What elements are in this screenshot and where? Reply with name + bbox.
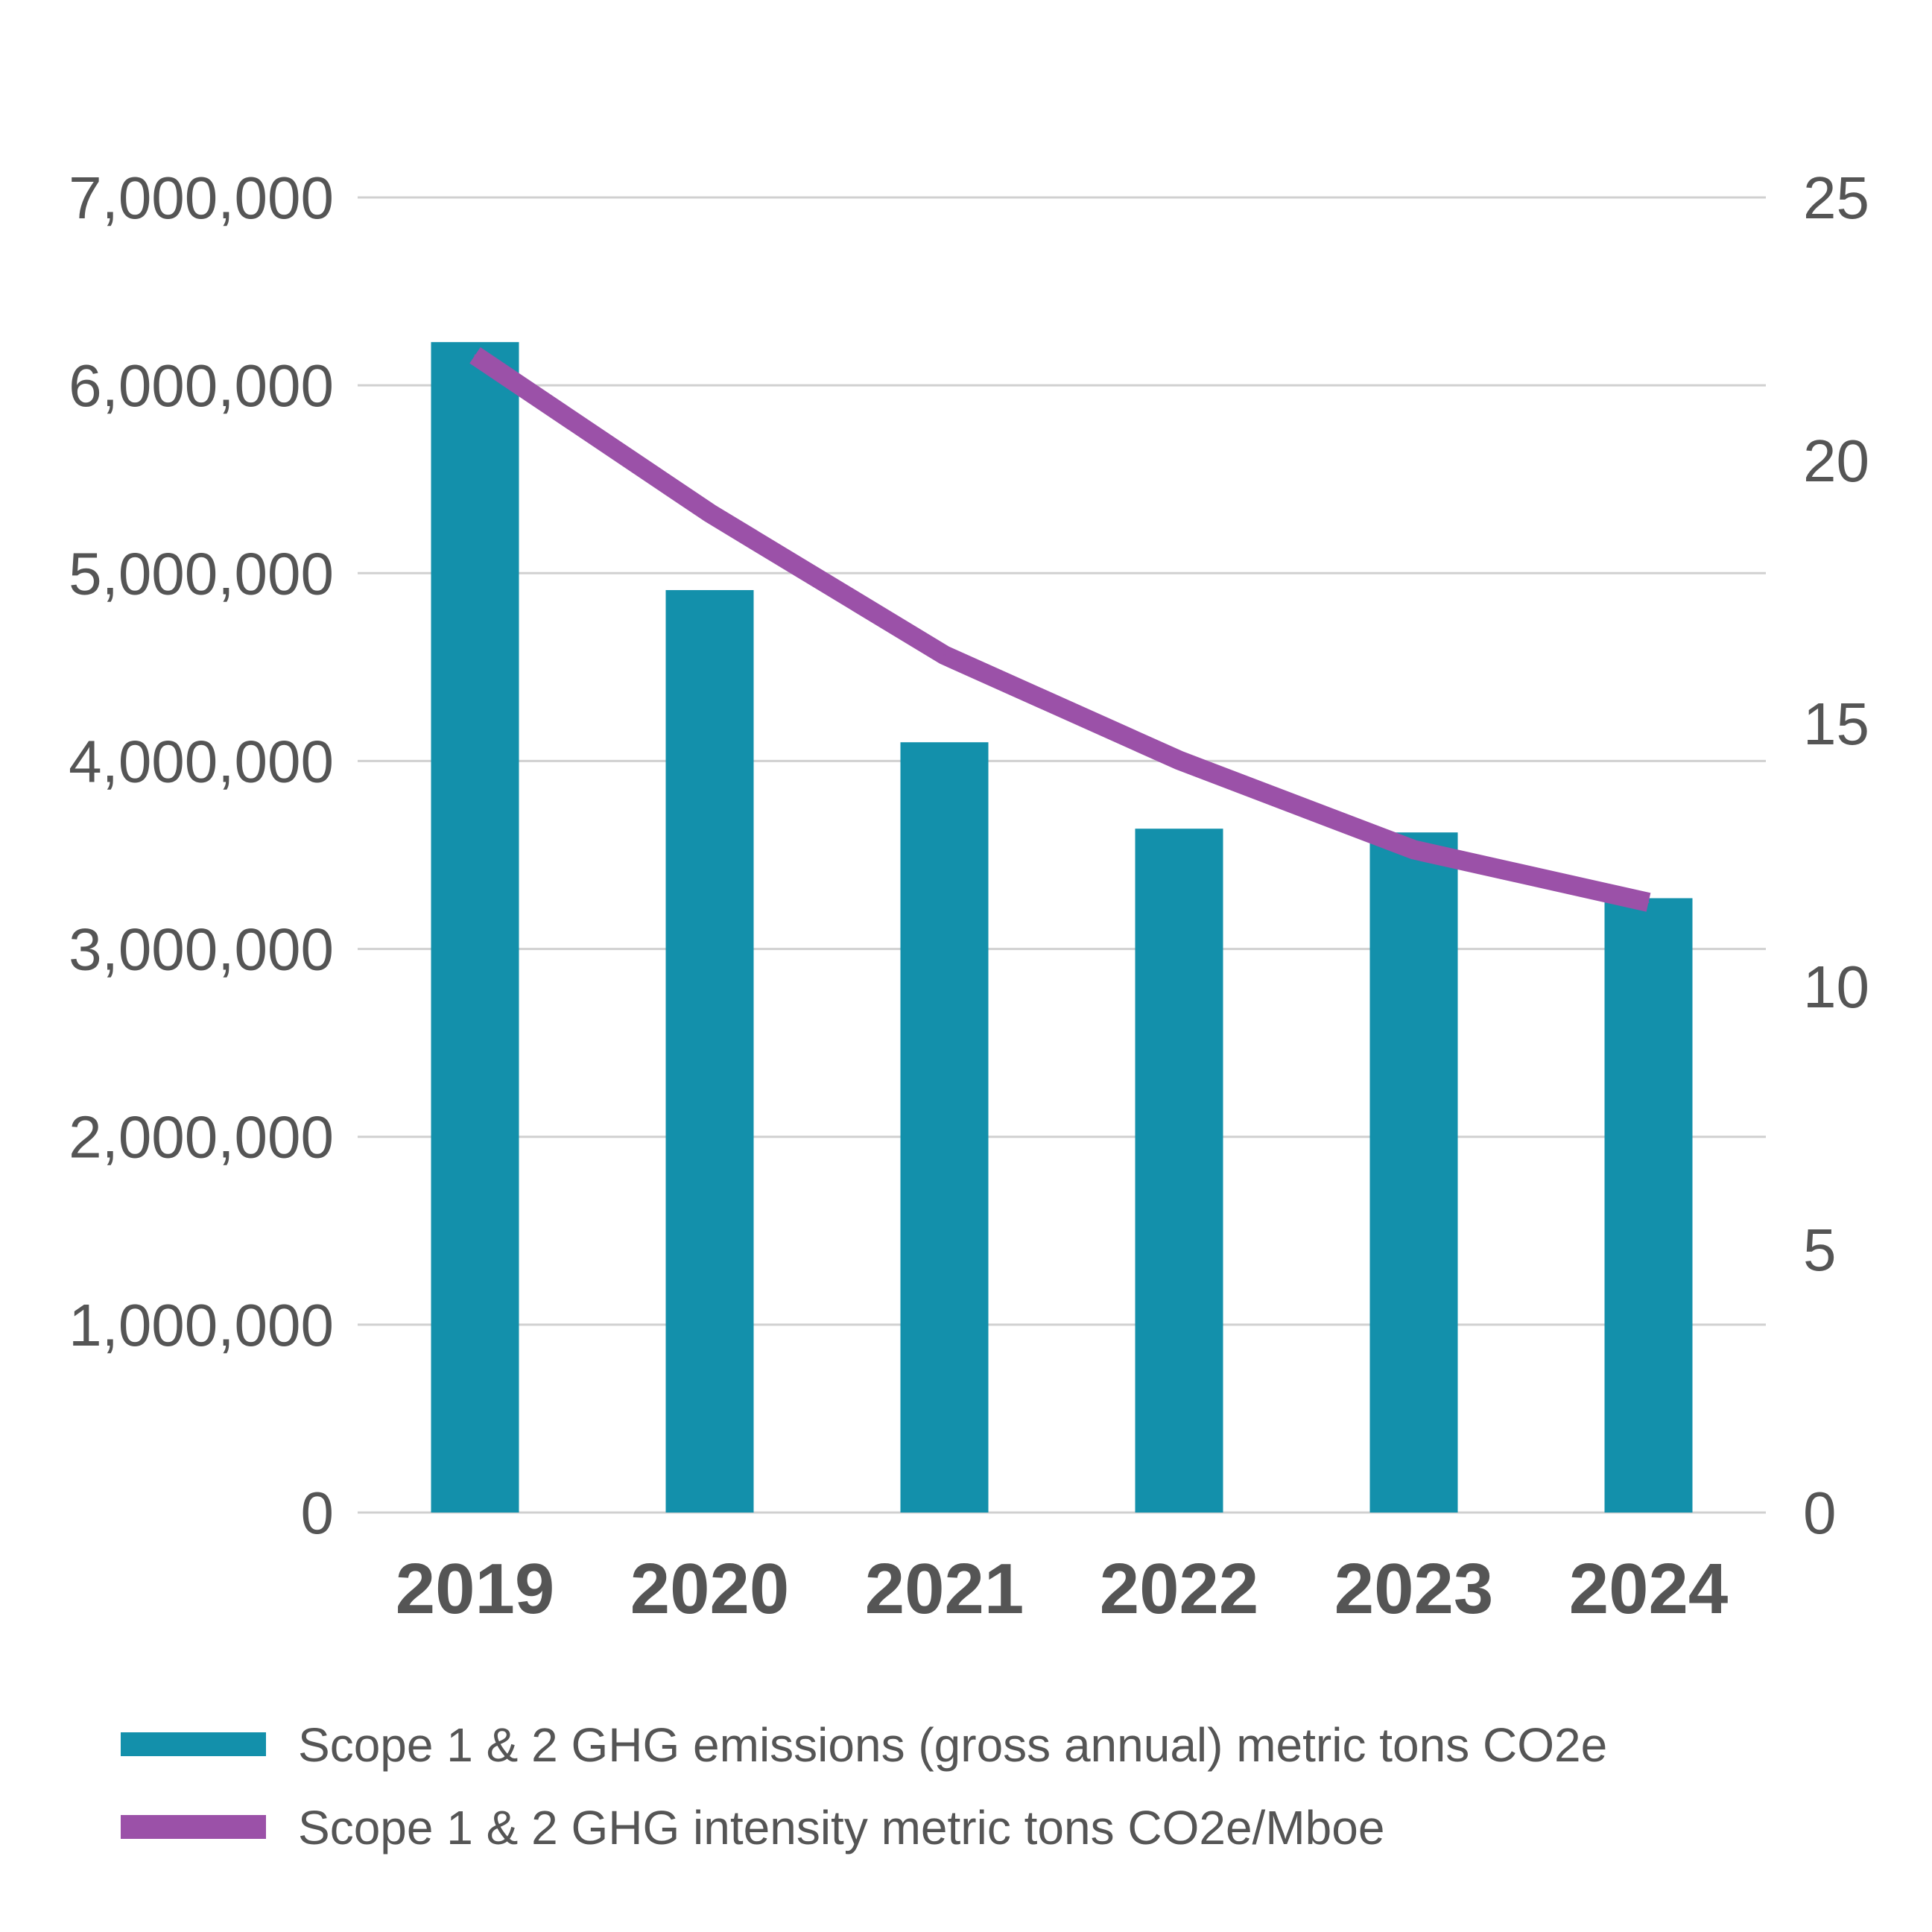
legend-label-intensity: Scope 1 & 2 GHG intensity metric tons CO…	[298, 1801, 1384, 1855]
bar-2024	[1604, 898, 1693, 1513]
right-axis-tick-label: 10	[1803, 954, 1869, 1020]
left-axis-tick-label: 1,000,000	[69, 1292, 334, 1358]
right-axis-tick-label: 25	[1803, 165, 1869, 231]
right-axis-tick-label: 0	[1803, 1480, 1837, 1546]
x-axis-tick-label: 2021	[865, 1549, 1024, 1629]
right-axis-tick-label: 15	[1803, 691, 1869, 757]
intensity-line	[469, 347, 1651, 912]
left-axis-tick-label: 4,000,000	[69, 728, 334, 794]
gridlines	[358, 196, 1766, 1514]
x-axis-tick-label: 2020	[630, 1549, 790, 1629]
x-axis: 2019 2020 2021 2022 2023 2024	[396, 1549, 1729, 1629]
x-axis-tick-label: 2023	[1334, 1549, 1494, 1629]
line-point-2020	[709, 512, 711, 514]
line-point-2019	[474, 354, 476, 356]
left-axis-tick-label: 2,000,000	[69, 1104, 334, 1171]
bar-2021	[900, 742, 989, 1513]
line-point-2023	[1413, 849, 1415, 851]
x-axis-tick-label: 2019	[396, 1549, 555, 1629]
legend-swatch-emissions	[121, 1732, 266, 1756]
bar-2023	[1369, 832, 1458, 1513]
right-axis-tick-label: 5	[1803, 1217, 1837, 1283]
left-axis-tick-label: 6,000,000	[69, 352, 334, 419]
bar-2019	[431, 342, 519, 1513]
legend-label-emissions: Scope 1 & 2 GHG emissions (gross annual)…	[298, 1718, 1607, 1772]
x-axis-tick-label: 2022	[1100, 1549, 1259, 1629]
bar-series	[431, 342, 1693, 1513]
bar-2022	[1135, 829, 1223, 1513]
x-axis-tick-label: 2024	[1569, 1549, 1729, 1629]
line-point-2022	[1178, 759, 1180, 761]
left-axis-tick-label: 0	[301, 1480, 335, 1546]
bar-2020	[665, 589, 754, 1513]
right-axis: 0 5 10 15 20 25	[1803, 165, 1869, 1546]
left-axis-tick-label: 5,000,000	[69, 540, 334, 606]
left-axis-tick-label: 3,000,000	[69, 916, 334, 983]
legend-swatch-intensity	[121, 1815, 266, 1839]
line-point-2024	[1647, 902, 1650, 904]
legend: Scope 1 & 2 GHG emissions (gross annual)…	[121, 1718, 1607, 1855]
right-axis-tick-label: 20	[1803, 428, 1869, 494]
left-axis: 0 1,000,000 2,000,000 3,000,000 4,000,000 5,0…	[69, 165, 334, 1546]
line-point-2021	[943, 654, 946, 656]
line-series	[469, 347, 1651, 912]
left-axis-tick-label: 7,000,000	[69, 165, 334, 231]
